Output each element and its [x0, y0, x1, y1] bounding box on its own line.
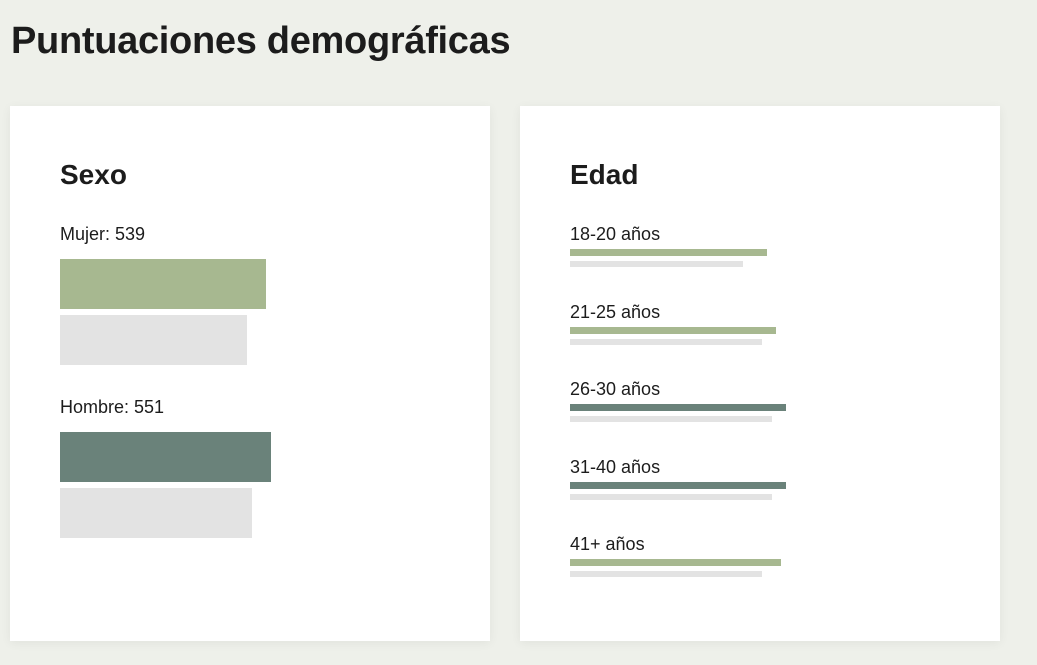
comparison-bar [60, 488, 252, 538]
sex-card-title: Sexo [60, 159, 127, 190]
age-item-label: 41+ años [570, 534, 645, 554]
age-item-label: 18-20 años [570, 224, 661, 244]
sex-item-label: Mujer: 539 [60, 224, 146, 244]
sex-card: Sexo Mujer: 539 Hombre: 551 [10, 106, 490, 641]
page-title: Puntuaciones demográficas [11, 20, 511, 62]
score-bar [570, 249, 767, 256]
age-item-18-20: 18-20 años [570, 223, 767, 267]
age-item-label: 31-40 años [570, 457, 661, 477]
age-item-41-plus: 41+ años [570, 533, 781, 577]
age-card-title: Edad [570, 159, 639, 190]
age-card: Edad 18-20 años 21-25 años 26-30 años 31… [520, 106, 1000, 641]
comparison-bar [570, 494, 772, 500]
comparison-bar [570, 261, 743, 267]
comparison-bar [570, 571, 762, 577]
sex-item-label: Hombre: 551 [60, 397, 165, 417]
comparison-bar [570, 416, 772, 422]
score-bar [570, 482, 786, 489]
comparison-bar [60, 315, 247, 365]
comparison-bar [570, 339, 762, 345]
age-item-label: 21-25 años [570, 302, 661, 322]
age-item-31-40: 31-40 años [570, 456, 786, 500]
age-item-26-30: 26-30 años [570, 378, 786, 422]
sex-item-male: Hombre: 551 [60, 396, 271, 538]
age-item-label: 26-30 años [570, 379, 661, 399]
age-item-21-25: 21-25 años [570, 301, 776, 345]
score-bar [570, 327, 776, 334]
score-bar [570, 559, 781, 566]
score-bar [60, 432, 271, 482]
score-bar [60, 259, 266, 309]
sex-item-female: Mujer: 539 [60, 223, 266, 365]
score-bar [570, 404, 786, 411]
